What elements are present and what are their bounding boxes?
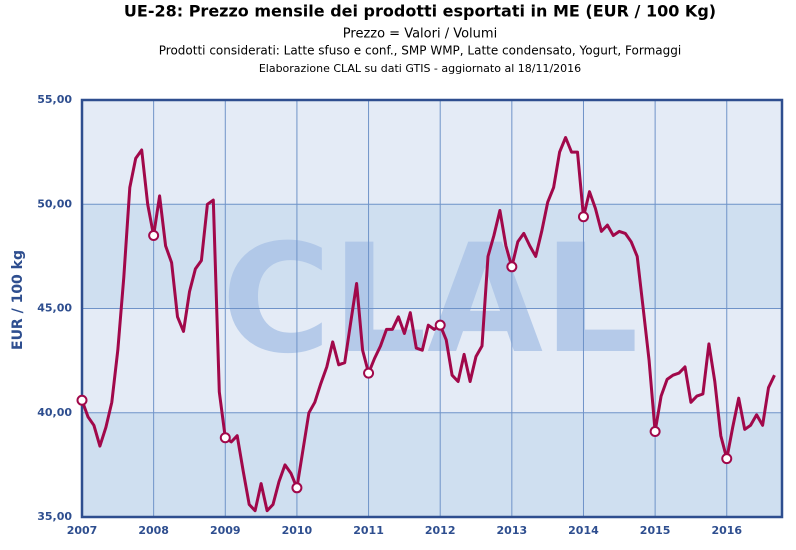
data-point xyxy=(434,319,446,331)
y-tick-label: 50,00 xyxy=(37,197,72,210)
data-point xyxy=(148,230,160,242)
x-tick-label: 2015 xyxy=(640,524,671,537)
data-line xyxy=(80,136,776,513)
x-tick-label: 2007 xyxy=(67,524,98,537)
plot-band xyxy=(82,204,782,309)
data-point xyxy=(721,453,733,465)
y-tick-label: 35,00 xyxy=(37,510,72,523)
x-tick-label: 2011 xyxy=(353,524,384,537)
chart-subtitle: Prezzo = Valori / Volumi xyxy=(343,27,497,42)
x-tick-label: 2016 xyxy=(711,524,742,537)
y-tick-label: 40,00 xyxy=(37,406,72,419)
y-tick-label: 45,00 xyxy=(37,302,72,315)
x-tick-label: 2012 xyxy=(425,524,456,537)
x-tick-label: 2009 xyxy=(210,524,241,537)
y-axis-label: EUR / 100 kg xyxy=(10,250,26,350)
plot-frame xyxy=(80,98,784,519)
chart-note: Prodotti considerati: Latte sfuso e conf… xyxy=(159,44,681,58)
data-point xyxy=(649,426,661,438)
x-tick-label: 2014 xyxy=(568,524,599,537)
y-tick-label: 55,00 xyxy=(37,93,72,106)
x-tick-label: 2010 xyxy=(282,524,313,537)
data-point xyxy=(291,482,303,494)
plot-band xyxy=(82,308,782,413)
data-point xyxy=(577,211,589,223)
plot-band xyxy=(82,412,782,517)
plot-band xyxy=(82,100,782,205)
data-point xyxy=(219,432,231,444)
chart-note: Elaborazione CLAL su dati GTIS - aggiorn… xyxy=(259,62,581,75)
x-tick-label: 2008 xyxy=(138,524,169,537)
data-point xyxy=(76,394,88,406)
chart-title: UE-28: Prezzo mensile dei prodotti espor… xyxy=(124,2,716,21)
watermark: CLAL xyxy=(221,213,638,387)
data-point xyxy=(363,367,375,379)
x-tick-label: 2013 xyxy=(497,524,528,537)
data-point xyxy=(506,261,518,273)
